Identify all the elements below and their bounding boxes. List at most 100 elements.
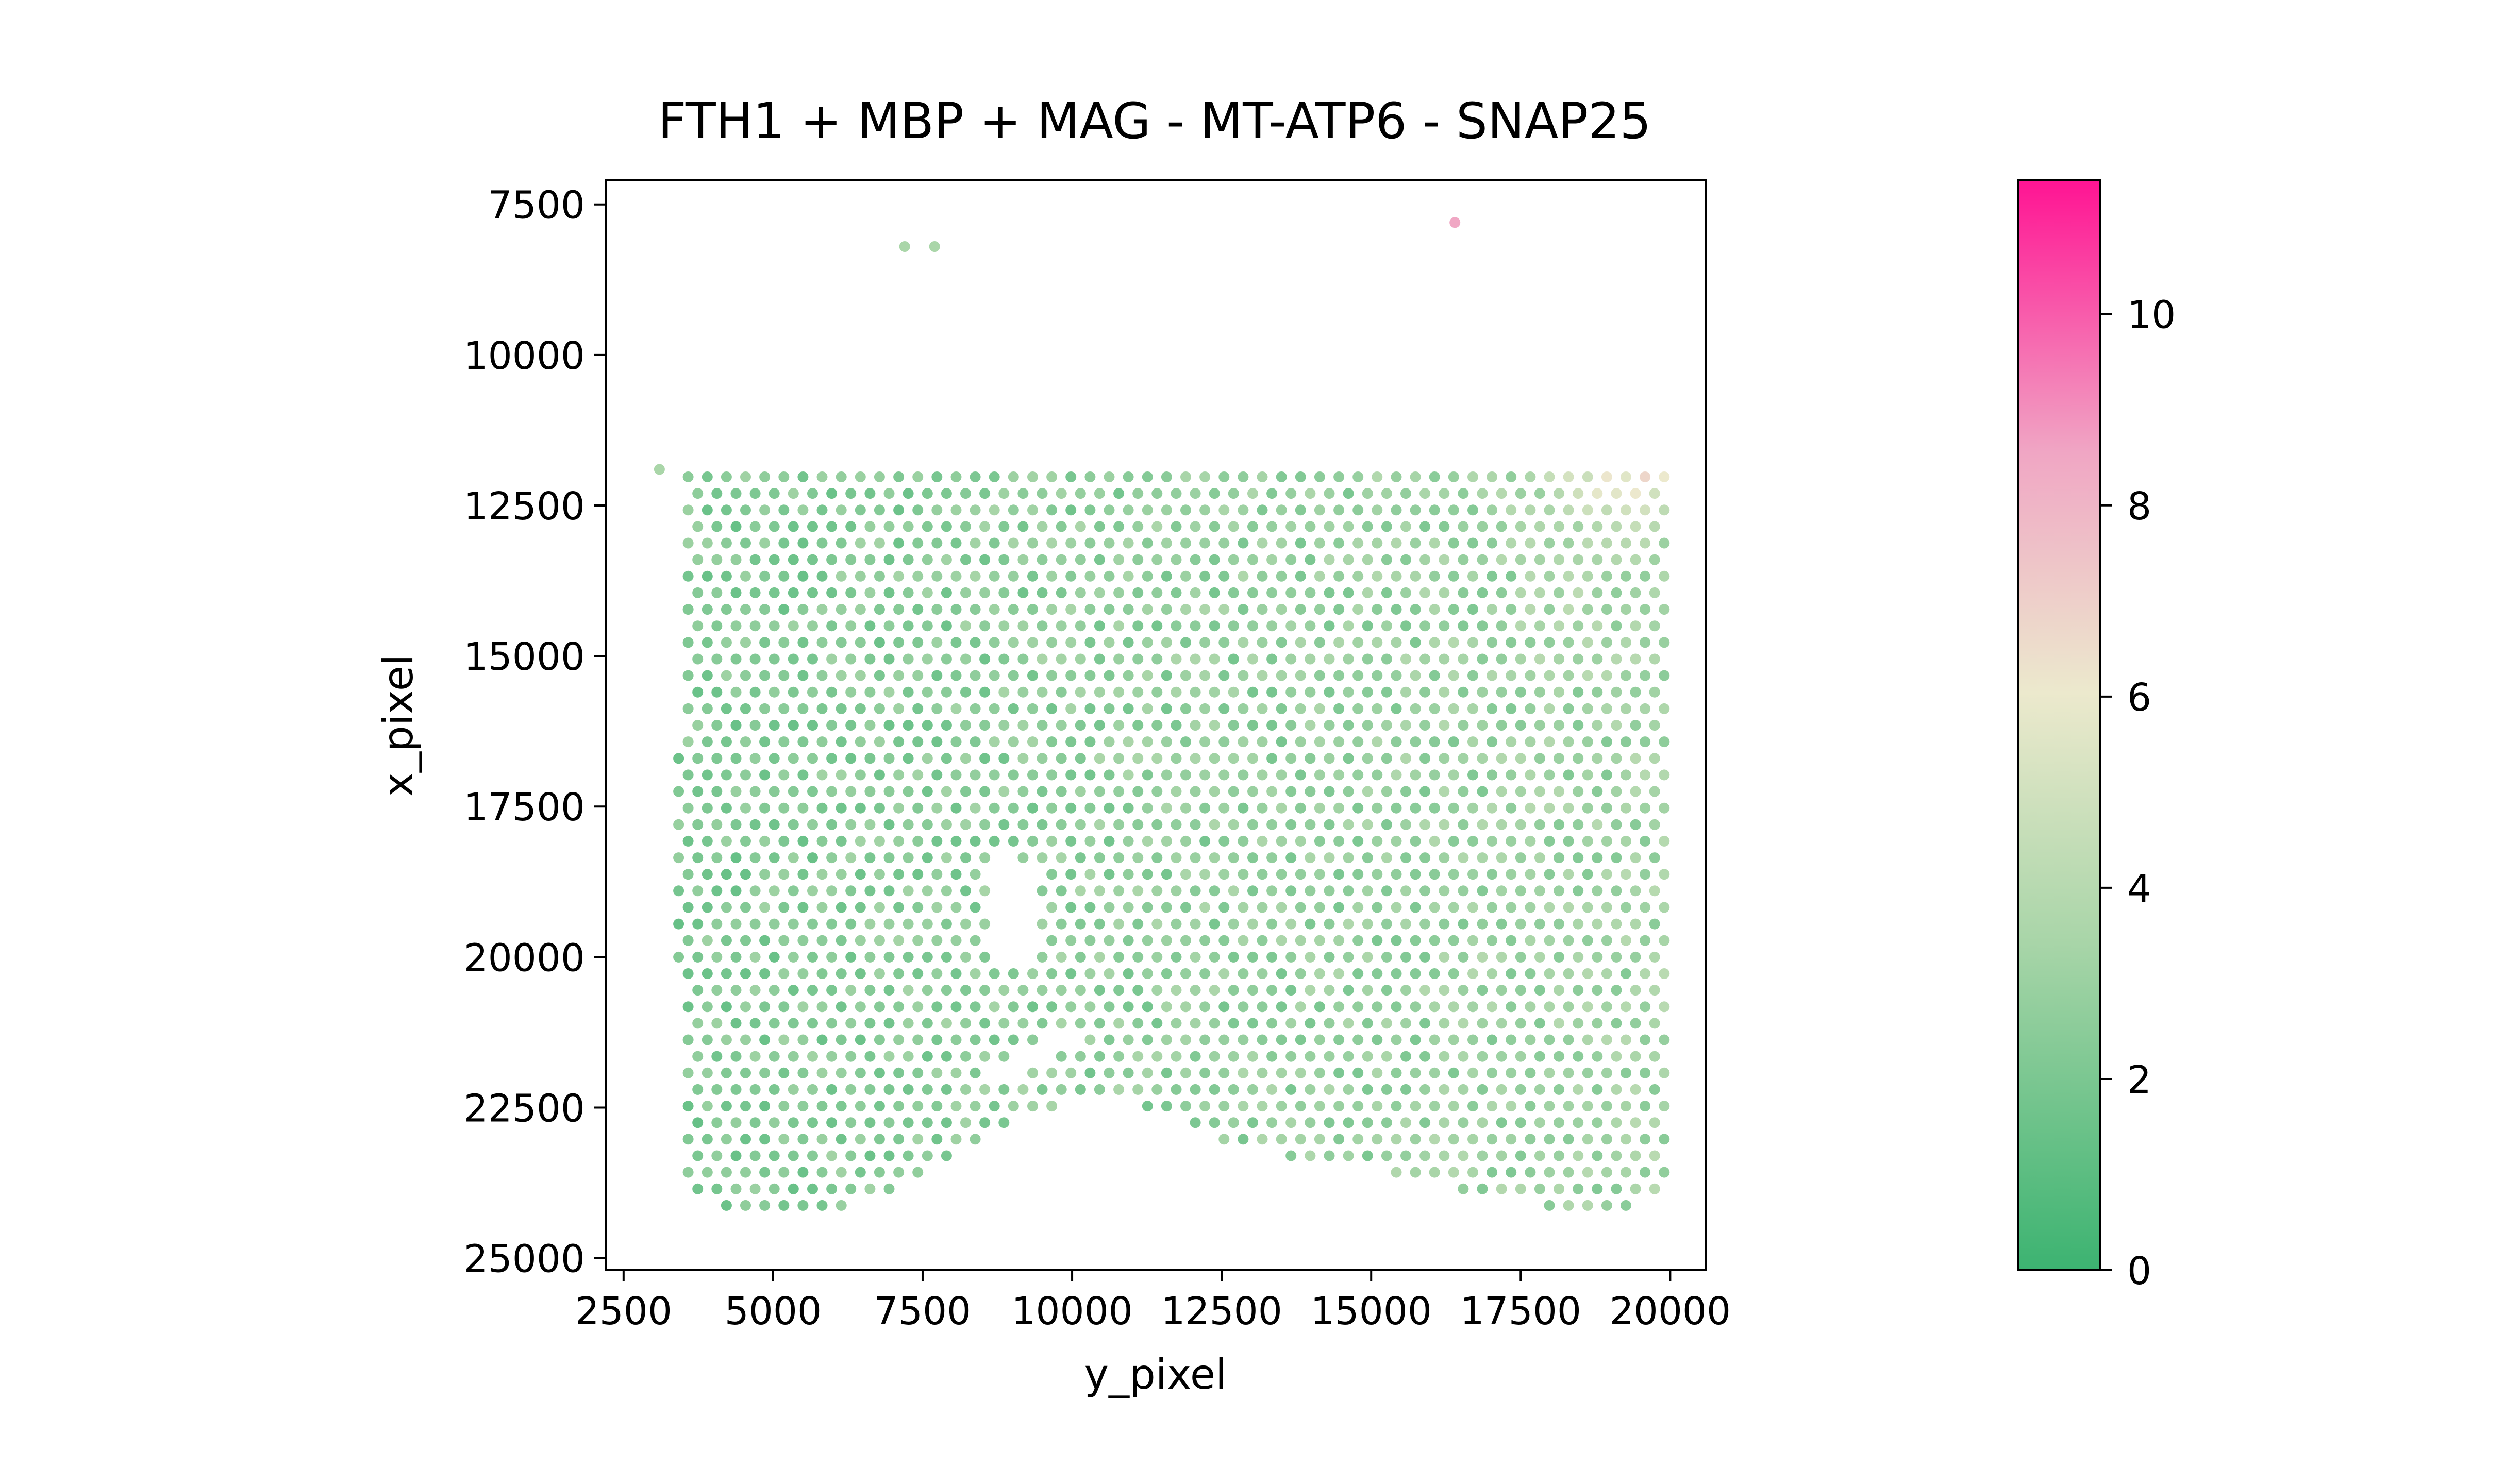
spot-point: [1400, 521, 1411, 532]
spot-point: [1525, 703, 1536, 714]
spot-point: [1142, 1067, 1153, 1078]
spot-point: [1314, 703, 1325, 714]
spot-point: [1209, 951, 1220, 963]
spot-point: [1496, 1150, 1507, 1161]
spot-point: [1496, 786, 1507, 797]
spot-point: [816, 604, 828, 615]
spot-point: [1113, 985, 1125, 996]
spot-point: [1659, 570, 1670, 582]
spot-point: [1343, 985, 1354, 996]
spot-point: [1094, 686, 1105, 698]
spot-point: [1448, 670, 1459, 681]
spot-point: [1037, 686, 1048, 698]
spot-point: [1084, 1001, 1096, 1013]
spot-point: [1084, 670, 1096, 681]
spot-point: [1563, 769, 1574, 781]
spot-point: [682, 869, 694, 880]
spot-point: [1525, 736, 1536, 748]
spot-point: [1544, 1067, 1555, 1078]
spot-point: [1324, 1018, 1335, 1029]
spot-point: [1467, 769, 1478, 781]
spot-point: [1352, 1101, 1364, 1112]
spot-point: [979, 985, 991, 996]
spot-point: [1247, 620, 1258, 632]
spot-point: [1046, 670, 1058, 681]
spot-point: [1132, 786, 1144, 797]
spot-point: [941, 885, 952, 897]
spot-point: [788, 720, 799, 731]
spot-point: [692, 885, 704, 897]
spot-point: [1496, 686, 1507, 698]
spot-point: [749, 521, 761, 532]
spot-point: [769, 918, 780, 930]
spot-point: [1659, 1001, 1670, 1013]
spot-point: [1065, 703, 1077, 714]
spot-point: [874, 1101, 885, 1112]
spot-point: [1257, 637, 1268, 648]
spot-point: [1228, 852, 1239, 864]
spot-point: [1391, 670, 1402, 681]
spot-point: [1410, 1001, 1421, 1013]
spot-point: [1075, 653, 1086, 665]
spot-point: [1333, 537, 1345, 549]
spot-point: [692, 786, 704, 797]
spot-point: [1419, 620, 1431, 632]
spot-point: [1534, 1018, 1545, 1029]
spot-point: [1381, 587, 1392, 598]
spot-point: [702, 835, 713, 847]
spot-point: [816, 570, 828, 582]
spot-point: [1343, 1051, 1354, 1062]
spot-point: [979, 918, 991, 930]
spot-point: [1190, 587, 1201, 598]
spot-point: [711, 852, 723, 864]
spot-point: [1017, 852, 1029, 864]
spot-point: [807, 521, 818, 532]
spot-point: [1525, 935, 1536, 946]
spot-point: [1190, 686, 1201, 698]
spot-point: [922, 521, 933, 532]
spot-point: [769, 819, 780, 830]
spot-point: [941, 1018, 952, 1029]
spot-point: [979, 1051, 991, 1062]
spot-point: [950, 570, 962, 582]
spot-point: [1601, 1034, 1612, 1045]
spot-point: [1477, 653, 1488, 665]
spot-point: [807, 686, 818, 698]
spot-point: [929, 241, 940, 252]
spot-point: [1027, 570, 1038, 582]
spot-point: [692, 852, 704, 864]
spot-point: [1458, 885, 1469, 897]
spot-point: [845, 620, 857, 632]
spot-point: [931, 504, 943, 516]
spot-point: [1448, 471, 1459, 482]
spot-point: [711, 620, 723, 632]
spot-point: [682, 902, 694, 913]
spot-point: [1601, 1067, 1612, 1078]
spot-point: [1113, 753, 1125, 764]
spot-point: [1104, 736, 1115, 748]
spot-point: [1295, 968, 1306, 979]
spot-point: [1592, 786, 1603, 797]
spot-point: [1534, 985, 1545, 996]
spot-point: [1506, 1001, 1517, 1013]
spot-point: [1199, 570, 1211, 582]
spot-point: [1314, 504, 1325, 516]
spot-point: [1487, 869, 1498, 880]
spot-point: [1372, 1034, 1383, 1045]
spot-point: [1362, 1018, 1373, 1029]
spot-point: [1640, 570, 1651, 582]
spot-point: [816, 736, 828, 748]
spot-point: [1151, 1051, 1163, 1062]
spot-point: [1295, 769, 1306, 781]
spot-point: [1142, 835, 1153, 847]
spot-point: [1592, 885, 1603, 897]
spot-point: [1611, 620, 1622, 632]
spot-point: [1410, 604, 1421, 615]
spot-point: [1554, 852, 1565, 864]
spot-point: [730, 753, 742, 764]
spot-point: [759, 604, 771, 615]
spot-point: [769, 1117, 780, 1128]
spot-point: [1247, 488, 1258, 499]
chart-title: FTH1 + MBP + MAG - MT-ATP6 - SNAP25: [658, 92, 1651, 150]
